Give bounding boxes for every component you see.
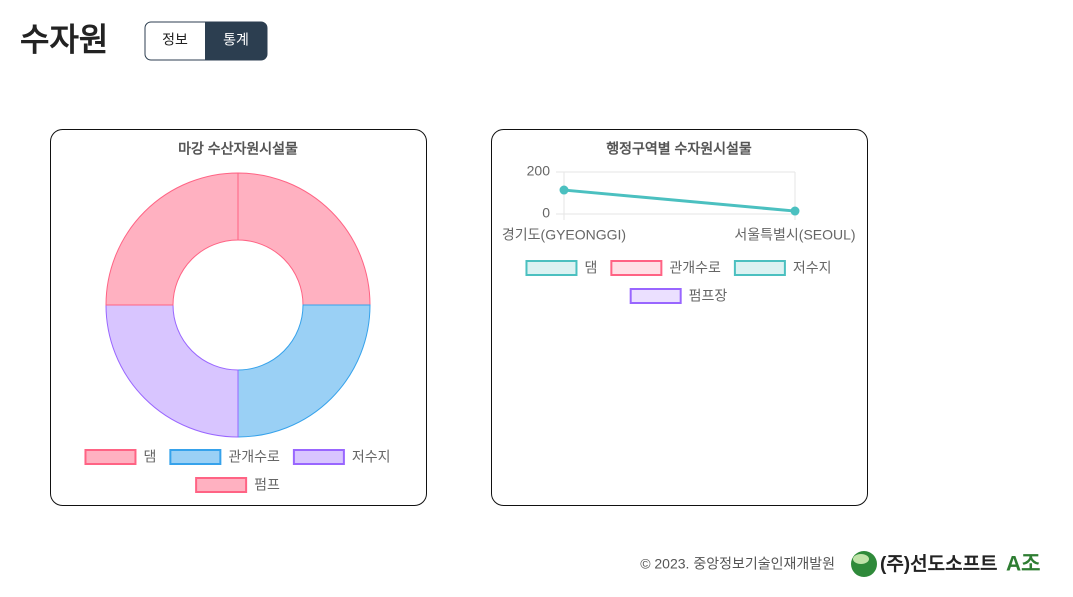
legend-label: 관개수로 (228, 449, 280, 465)
chart-card (491, 129, 868, 506)
legend-label: 댐 (143, 449, 156, 465)
line-point (559, 185, 569, 195)
legend-swatch (629, 288, 682, 304)
legend-label: 펌프 (254, 477, 280, 493)
legend-swatch (610, 260, 663, 276)
team-name: A조 (1006, 553, 1041, 576)
legend-swatch (525, 260, 578, 276)
doughnut-segment (105, 172, 239, 306)
line-series (563, 188, 796, 213)
doughnut-segment (237, 304, 371, 438)
chart-title: 마강 수산자원시설물 (178, 141, 298, 157)
legend-label: 댐 (584, 260, 597, 276)
legend-swatch (292, 449, 345, 465)
x-tick-label: 경기도(GYEONGGI) (502, 227, 626, 243)
legend-label: 저수지 (793, 260, 832, 276)
legend-label: 저수지 (352, 449, 391, 465)
legend-swatch (195, 477, 248, 493)
legend-swatch (733, 260, 786, 276)
company-logo-shine (853, 554, 869, 564)
y-tick-label: 200 (527, 163, 551, 179)
chart-title: 행정구역별 수자원시설물 (606, 141, 752, 157)
doughnut-segment (105, 304, 239, 438)
copyright: © 2023. 중앙정보기술인재개발원 (640, 556, 835, 572)
x-tick-label: 서울특별시(SEOUL) (734, 227, 855, 243)
legend-swatch (84, 449, 137, 465)
tab-button[interactable]: 통계 (223, 32, 249, 48)
tab-active-bg (205, 22, 267, 60)
doughnut-segment (237, 172, 371, 306)
y-tick-label: 0 (542, 205, 550, 221)
tab-button[interactable]: 정보 (162, 32, 188, 48)
legend-label: 펌프장 (689, 288, 728, 304)
legend-swatch (169, 449, 222, 465)
legend-label: 관개수로 (669, 260, 721, 276)
line-point (790, 206, 800, 216)
page-title: 수자원 (20, 21, 108, 57)
company-name: (주)선도소프트 (880, 553, 998, 575)
